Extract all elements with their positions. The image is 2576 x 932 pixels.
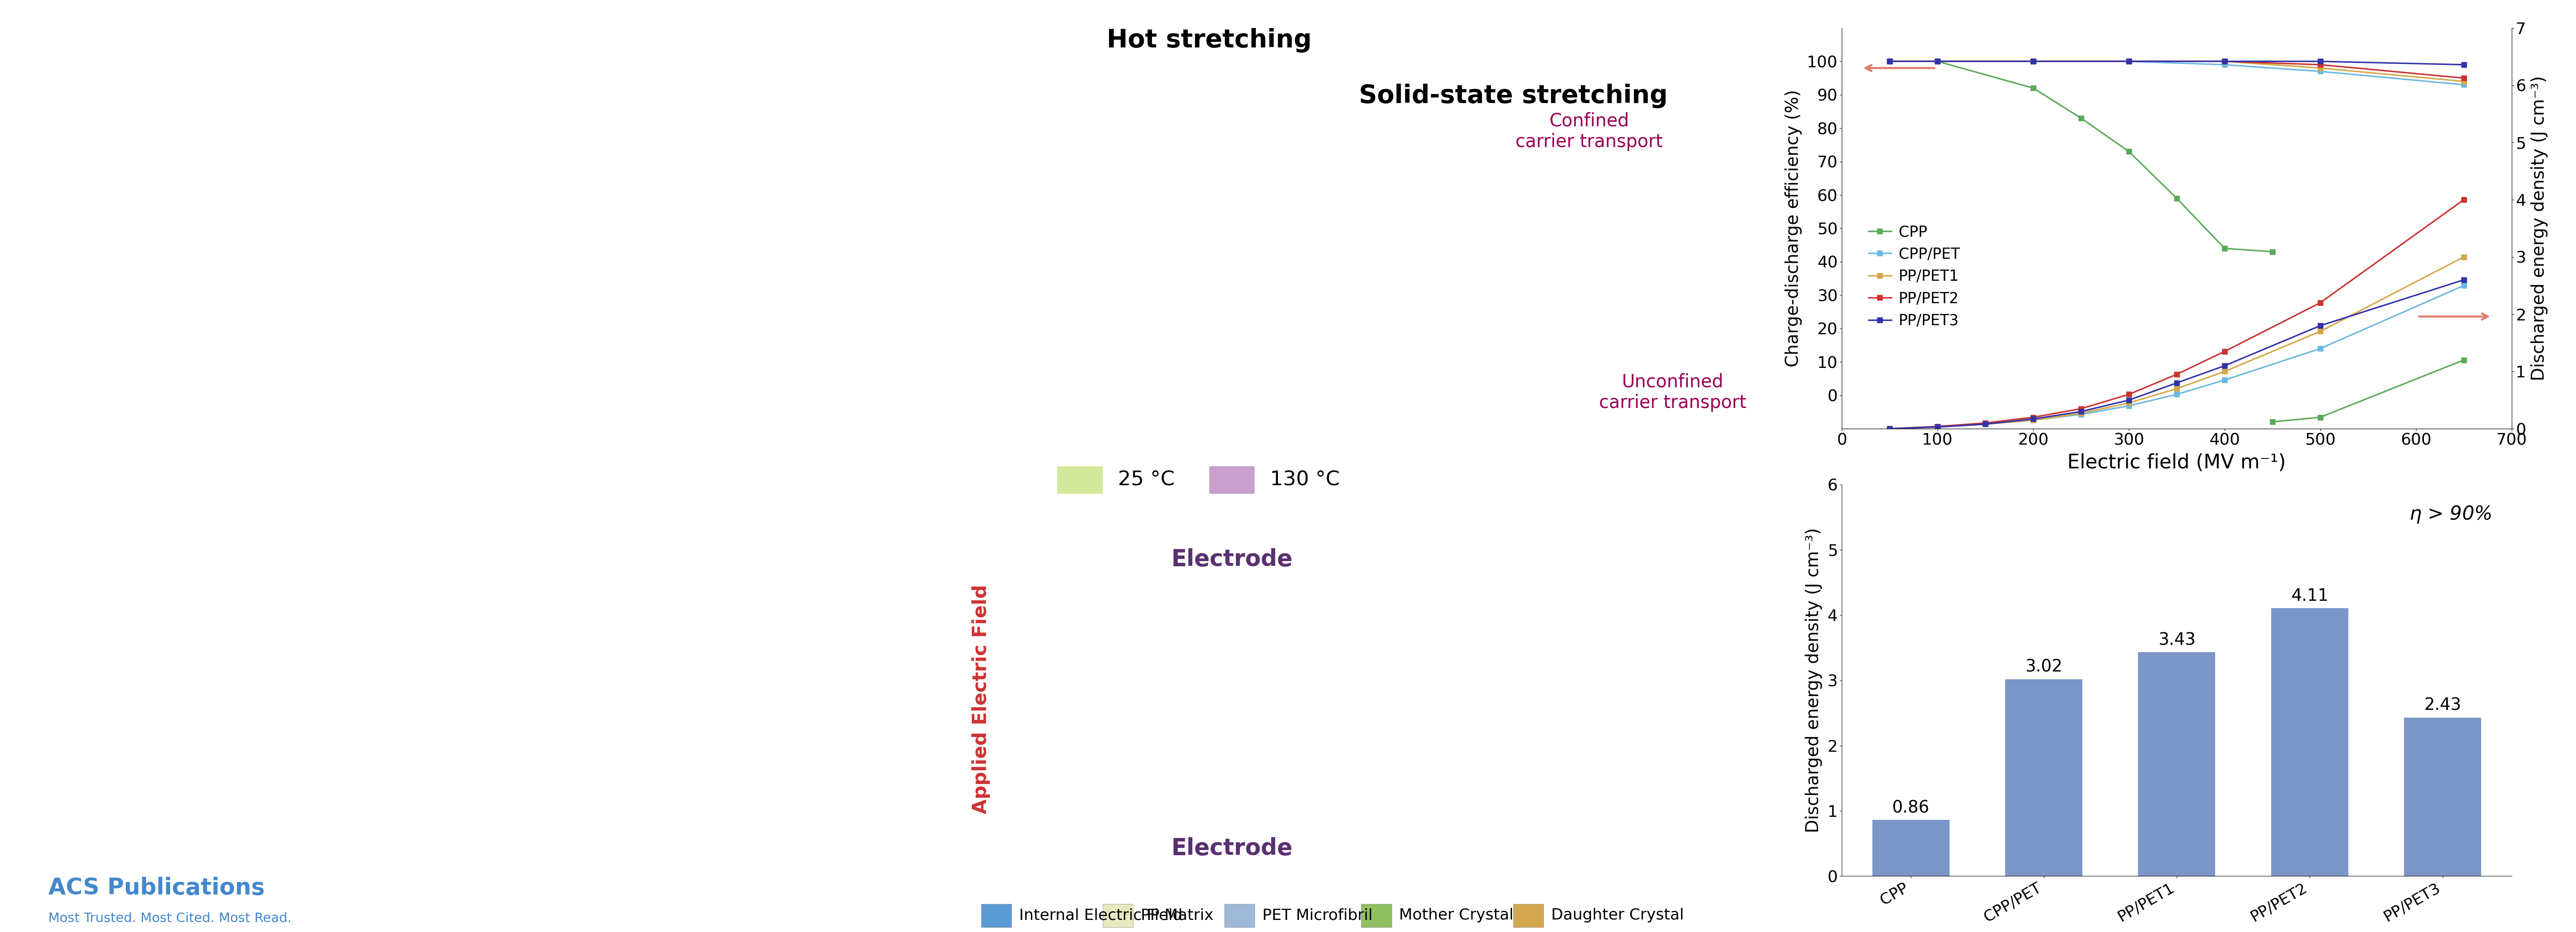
Line: CPP: CPP xyxy=(1888,59,2275,254)
FancyBboxPatch shape xyxy=(1512,904,1543,927)
PP/PET2 xyxy=(1922,56,1953,67)
Text: 3.02: 3.02 xyxy=(2025,659,2063,675)
Text: Internal Electric Field: Internal Electric Field xyxy=(1020,908,1182,923)
CPP/PET xyxy=(2017,56,2048,67)
PP/PET1 xyxy=(2210,56,2241,67)
FancyBboxPatch shape xyxy=(981,904,1012,927)
Line: PP/PET1: PP/PET1 xyxy=(1888,59,2465,84)
CPP xyxy=(2161,193,2192,204)
Y-axis label: Charge-discharge efficiency (%): Charge-discharge efficiency (%) xyxy=(1785,89,1803,367)
Bar xyxy=(2004,679,2081,876)
PP/PET3 xyxy=(2017,56,2048,67)
CPP/PET xyxy=(2210,59,2241,70)
PP/PET2 xyxy=(1875,56,1906,67)
Text: www.acs.org: www.acs.org xyxy=(822,894,917,909)
FancyBboxPatch shape xyxy=(1224,904,1255,927)
Legend: CPP, CPP/PET, PP/PET1, PP/PET2, PP/PET3: CPP, CPP/PET, PP/PET1, PP/PET2, PP/PET3 xyxy=(1862,219,1965,334)
PP/PET1 xyxy=(2447,75,2478,87)
FancyBboxPatch shape xyxy=(1103,904,1133,927)
Text: PP Matrix: PP Matrix xyxy=(1141,908,1213,923)
PP/PET3 xyxy=(1875,56,1906,67)
CPP/PET xyxy=(1875,56,1906,67)
CPP xyxy=(2210,242,2241,254)
Text: 3.43: 3.43 xyxy=(2159,632,2195,649)
CPP xyxy=(2066,113,2097,124)
CPP xyxy=(2112,146,2143,158)
Text: Mother Crystal: Mother Crystal xyxy=(1399,908,1515,923)
Text: Macromolecules: Macromolecules xyxy=(0,132,994,240)
PP/PET1 xyxy=(2017,56,2048,67)
Text: $\eta$ > 90%: $\eta$ > 90% xyxy=(2409,504,2491,525)
Text: Confined
carrier transport: Confined carrier transport xyxy=(1515,112,1662,151)
CPP/PET xyxy=(2306,66,2336,77)
PP/PET3 xyxy=(1922,56,1953,67)
Line: CPP/PET: CPP/PET xyxy=(1888,59,2465,88)
Text: Most Trusted. Most Cited. Most Read.: Most Trusted. Most Cited. Most Read. xyxy=(49,912,291,925)
Text: Solid-state stretching: Solid-state stretching xyxy=(1358,84,1667,108)
Bar xyxy=(2138,652,2215,876)
CPP/PET xyxy=(2112,56,2143,67)
Text: November 12, 2024
Volume 57
Number 21: November 12, 2024 Volume 57 Number 21 xyxy=(750,42,917,104)
Bar xyxy=(1873,820,1950,876)
X-axis label: Electric field (MV m⁻¹): Electric field (MV m⁻¹) xyxy=(2069,453,2285,473)
PP/PET2 xyxy=(2017,56,2048,67)
CPP xyxy=(2257,246,2287,257)
CPP/PET xyxy=(1922,56,1953,67)
Text: Applied Electric Field: Applied Electric Field xyxy=(971,584,989,814)
Text: Daughter Crystal: Daughter Crystal xyxy=(1551,908,1685,923)
Text: Electrode: Electrode xyxy=(1172,548,1293,570)
FancyBboxPatch shape xyxy=(1208,466,1255,494)
PP/PET3 xyxy=(2306,56,2336,67)
Text: PET Microfibril: PET Microfibril xyxy=(1262,908,1373,923)
Text: ACS Publications: ACS Publications xyxy=(49,877,265,899)
CPP xyxy=(2017,82,2048,93)
PP/PET2 xyxy=(2210,56,2241,67)
FancyBboxPatch shape xyxy=(1360,904,1391,927)
Line: PP/PET3: PP/PET3 xyxy=(1888,59,2465,67)
PP/PET2 xyxy=(2447,73,2478,84)
Line: PP/PET2: PP/PET2 xyxy=(1888,59,2465,81)
Text: Ala: Ala xyxy=(113,481,157,509)
Text: 2.43: 2.43 xyxy=(2424,697,2460,714)
PP/PET1 xyxy=(1922,56,1953,67)
Text: poly-Glu-Ala: poly-Glu-Ala xyxy=(626,726,786,751)
CPP xyxy=(1875,56,1906,67)
PP/PET2 xyxy=(2112,56,2143,67)
PP/PET3 xyxy=(2210,56,2241,67)
PP/PET1 xyxy=(2112,56,2143,67)
Y-axis label: Discharged energy density (J cm⁻³): Discharged energy density (J cm⁻³) xyxy=(1806,528,1824,833)
Text: Electrode: Electrode xyxy=(1172,837,1293,859)
Text: Glu-e: Glu-e xyxy=(234,707,307,733)
CPP xyxy=(1922,56,1953,67)
Bar xyxy=(2403,718,2481,876)
PP/PET2 xyxy=(2306,59,2336,70)
Y-axis label: Discharged energy density (J cm⁻³): Discharged energy density (J cm⁻³) xyxy=(2532,75,2548,381)
Text: Hot stretching: Hot stretching xyxy=(1108,28,1311,52)
Text: 25 °C: 25 °C xyxy=(1118,471,1175,489)
Text: 0.86: 0.86 xyxy=(1893,800,1929,816)
Text: 130 °C: 130 °C xyxy=(1270,471,1340,489)
Bar xyxy=(2272,608,2349,876)
PP/PET1 xyxy=(2306,62,2336,74)
FancyBboxPatch shape xyxy=(1056,466,1103,494)
Text: Unconfined
carrier transport: Unconfined carrier transport xyxy=(1600,373,1747,412)
Text: 4.11: 4.11 xyxy=(2290,588,2329,604)
PP/PET3 xyxy=(2112,56,2143,67)
PP/PET3 xyxy=(2447,59,2478,70)
CPP/PET xyxy=(2447,79,2478,90)
PP/PET1 xyxy=(1875,56,1906,67)
